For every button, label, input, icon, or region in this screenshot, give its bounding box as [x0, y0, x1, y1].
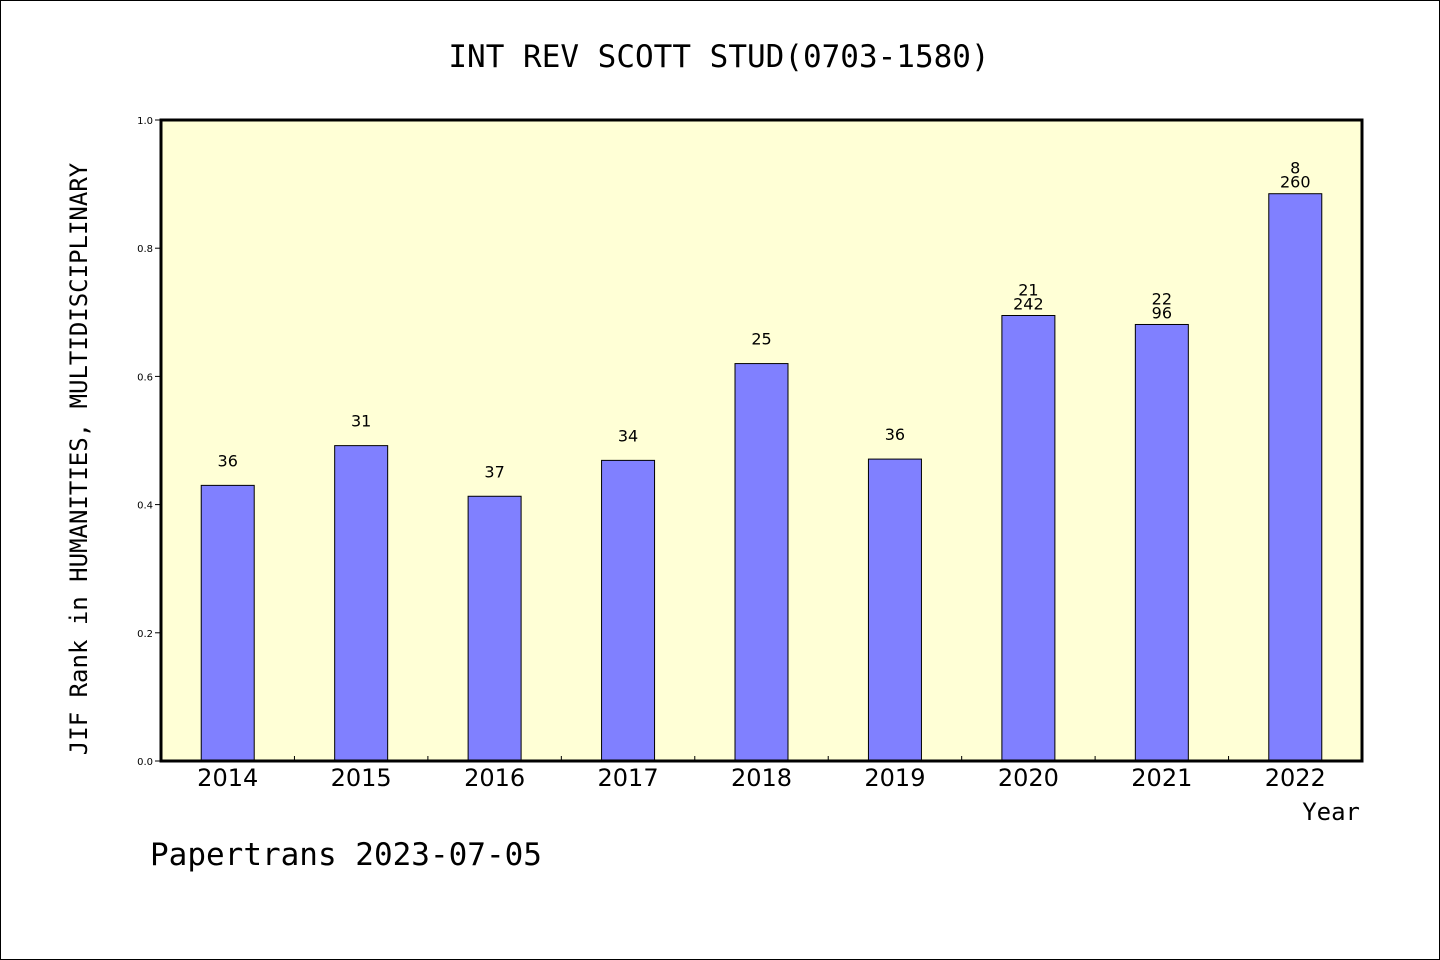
data-label-2015: 31 — [351, 412, 371, 431]
bar-2022 — [1268, 193, 1323, 762]
x-tick-label-2014: 2014 — [197, 764, 258, 792]
x-tick-label-2019: 2019 — [864, 764, 925, 792]
bars — [200, 193, 1323, 762]
y-axis-label: JIF Rank in HUMANITIES, MULTIDISCIPLINAR… — [65, 162, 93, 755]
chart-title: INT REV SCOTT STUD(0703-1580) — [448, 39, 989, 75]
data-label-2020: 21 — [1018, 281, 1038, 300]
y-tick-label: 0.0 — [137, 757, 153, 768]
x-tick-label-2022: 2022 — [1265, 764, 1326, 792]
data-label-2018: 25 — [751, 330, 771, 349]
plot-frame — [159, 118, 1364, 763]
x-tick-label-2017: 2017 — [598, 764, 659, 792]
data-label-2021: 22 — [1152, 289, 1172, 308]
x-axis-label: Year — [1302, 798, 1360, 826]
y-tick-label: 0.6 — [137, 372, 153, 383]
data-label-2020: 242 — [1013, 295, 1044, 314]
data-label-2022: 260 — [1280, 173, 1311, 192]
y-tick-label: 0.4 — [137, 501, 153, 512]
y-tick-label: 1.0 — [137, 116, 153, 127]
bar-2021 — [1134, 323, 1189, 762]
data-label-2016: 37 — [484, 462, 504, 481]
bar-2017 — [601, 459, 656, 762]
x-tick-label-2018: 2018 — [731, 764, 792, 792]
data-label-2019: 36 — [885, 425, 905, 444]
x-tick-label-2020: 2020 — [998, 764, 1059, 792]
data-label-2017: 34 — [618, 426, 638, 445]
footer-credit: Papertrans 2023-07-05 — [150, 837, 542, 873]
bar-2020 — [1001, 315, 1056, 762]
x-tick-label-2016: 2016 — [464, 764, 525, 792]
bar-2018 — [734, 363, 789, 762]
x-axis: 2014 2015 2016 2017 2018 2019 2020 2021 2022 — [197, 756, 1326, 792]
y-axis: 0.0 0.2 0.4 0.6 0.8 1.0 — [137, 116, 161, 768]
data-label-2022: 8 — [1290, 159, 1300, 178]
x-tick-label-2021: 2021 — [1131, 764, 1192, 792]
bar-2014 — [200, 484, 255, 762]
data-label-2014: 36 — [218, 451, 238, 470]
x-tick-label-2015: 2015 — [331, 764, 392, 792]
bar-2016 — [467, 495, 522, 762]
bar-2015 — [334, 445, 389, 762]
bar-2019 — [867, 458, 922, 762]
y-tick-label: 0.2 — [137, 629, 153, 640]
y-tick-label: 0.8 — [137, 244, 153, 255]
data-label-2021: 96 — [1152, 303, 1172, 322]
